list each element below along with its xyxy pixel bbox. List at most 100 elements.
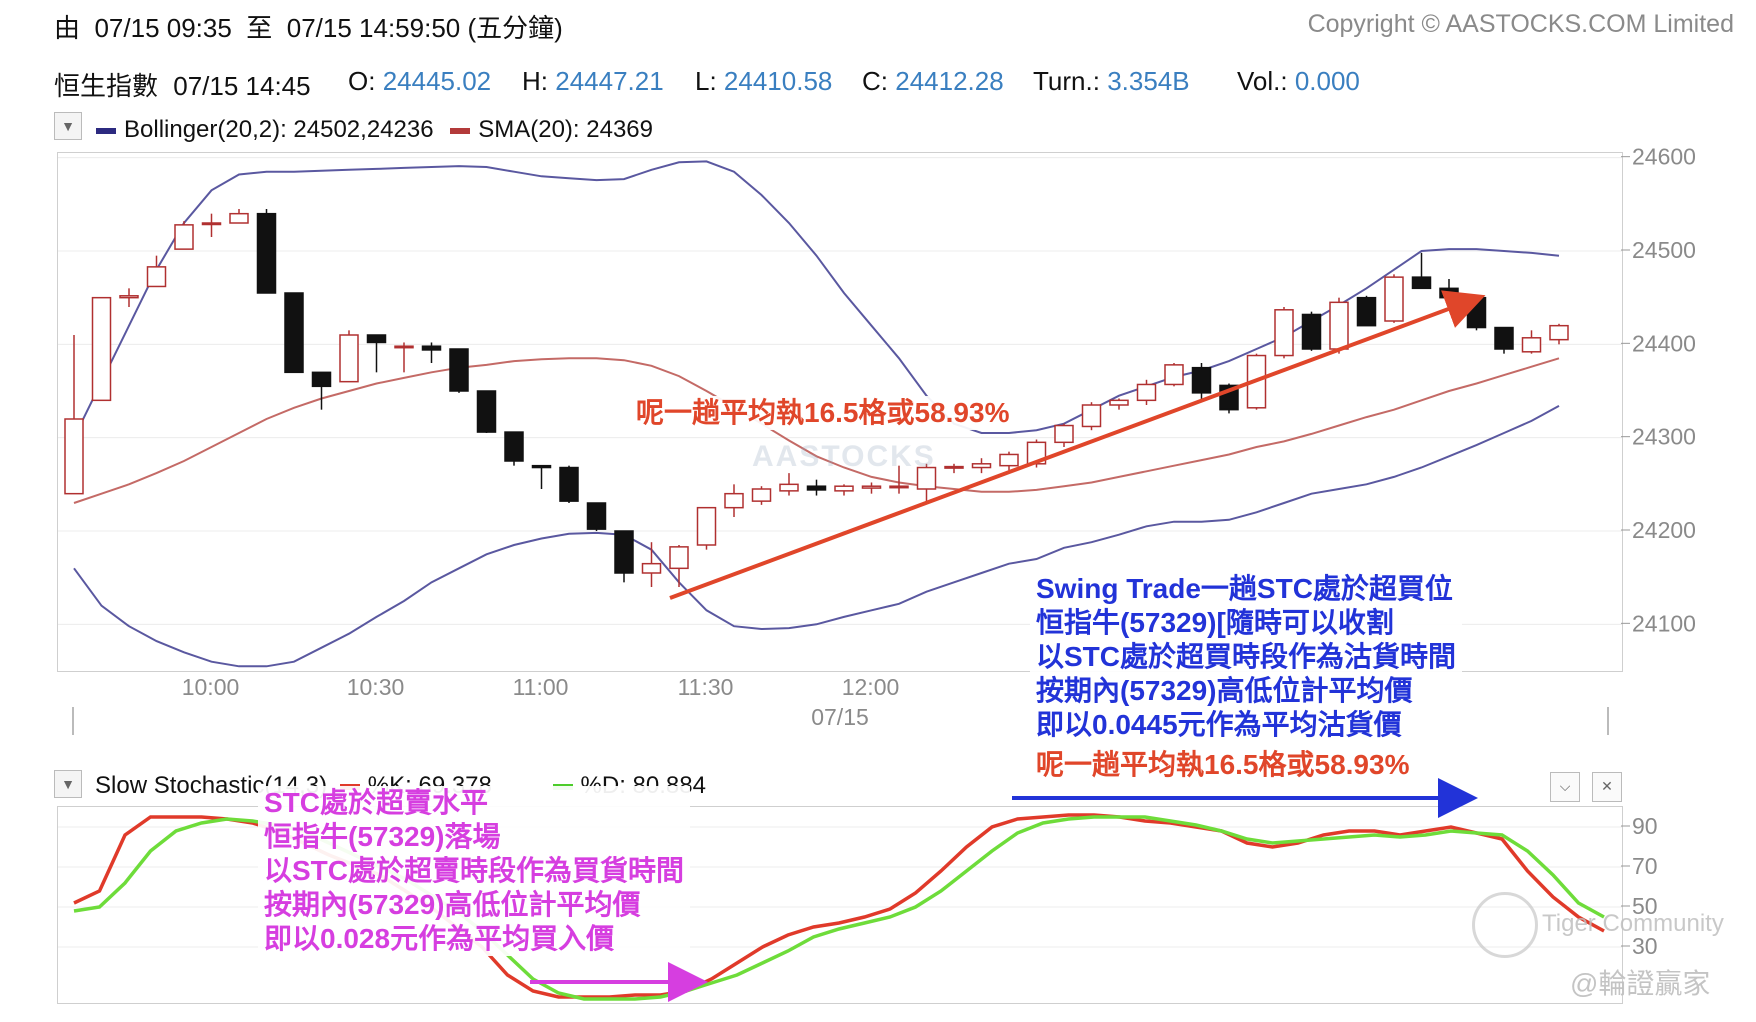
bollinger-legend: Bollinger(20,2): 24502,24236 (124, 116, 434, 143)
candle-body (1164, 364, 1184, 386)
candle-body (1494, 326, 1514, 350)
candle-body (1466, 296, 1487, 329)
x-tick-label: 12:00 (842, 674, 900, 700)
candle-body (1026, 441, 1047, 465)
candle-body (779, 483, 799, 492)
candle-body (476, 390, 497, 433)
candle-body (256, 212, 277, 294)
mid-profit-label: 呢一趟平均執16.5格或58.93% (632, 396, 1014, 430)
candle-body (366, 334, 387, 344)
candle-body (1054, 424, 1074, 444)
candle-body (394, 345, 414, 349)
stoch-close-button[interactable]: ✕ (1592, 772, 1622, 802)
candle-body (751, 488, 772, 502)
quote-bar: 恒生指數 07/15 14:45 (54, 66, 311, 103)
chevron-down-icon: ⌵ (1559, 778, 1571, 794)
candle-body (724, 492, 744, 509)
candle-body (1301, 313, 1322, 350)
candle-body (339, 334, 359, 383)
candle-body (1219, 384, 1239, 411)
x-tick-label: 10:30 (347, 674, 405, 700)
candle-body (999, 453, 1019, 467)
candle-body (806, 485, 827, 491)
quote-high: H: 24447.21 (522, 66, 664, 96)
candle-body (1439, 287, 1459, 299)
quote-time: 07/15 14:45 (173, 71, 311, 101)
candle-body (421, 345, 442, 351)
y-tick-label: 24500 (1632, 237, 1696, 263)
candle-body (1081, 404, 1102, 428)
candle-body (1136, 383, 1157, 402)
candle-body (174, 224, 194, 250)
sma-swatch (450, 127, 471, 134)
candle-body (119, 295, 139, 299)
chevron-down-icon: ▼ (61, 776, 75, 792)
stoch-y-tick-label: 90 (1632, 813, 1658, 839)
author-watermark: @輪證贏家 (1570, 968, 1711, 999)
candle-body (449, 348, 469, 392)
candle-body (1384, 276, 1404, 322)
candle-body (861, 485, 882, 489)
sell-note-line: 恒指牛(57329)[隨時可以收割 (1036, 607, 1394, 638)
stoch-y-tick-label: 70 (1632, 853, 1658, 879)
sma-legend: SMA(20): 24369 (478, 116, 653, 143)
sell-note-line: 按期內(57329)高低位計平均價 (1036, 675, 1413, 706)
sell-note-line: 以STC處於超買時段作為沽貨時間 (1036, 641, 1457, 672)
x-tick-label: 11:00 (513, 674, 569, 700)
bollinger-swatch (96, 127, 116, 134)
candle-body (229, 212, 249, 224)
candle-body (201, 222, 222, 226)
buy-note-line: 恒指牛(57329)落場 (264, 821, 501, 852)
candle-body (1274, 309, 1294, 357)
stoch-collapse-button[interactable]: ⌵ (1550, 772, 1580, 802)
buy-note-line: 按期內(57329)高低位計平均價 (264, 889, 641, 920)
quote-close: C: 24412.28 (862, 66, 1004, 96)
candle-body (64, 418, 84, 495)
sell-note-line: 即以0.0445元作為平均沽貨價 (1036, 709, 1402, 740)
aastocks-watermark: AASTOCKS (752, 440, 936, 473)
stoch-panel-menu-button[interactable]: ▼ (54, 770, 82, 798)
y-tick-label: 24100 (1632, 610, 1696, 636)
tiger-logo-icon (1472, 892, 1538, 958)
candle-body (614, 530, 634, 574)
candle-body (1191, 366, 1212, 394)
candle-body (1246, 354, 1267, 409)
date-range: 由 07/15 09:35 至 07/15 14:59:50 (五分鐘) (54, 13, 563, 43)
candle-body (531, 464, 552, 469)
candle-body (146, 266, 167, 288)
candle-body (1549, 324, 1569, 341)
candle-body (311, 371, 332, 388)
candle-body (1109, 399, 1129, 406)
candle-body (504, 431, 524, 462)
candle-body (834, 485, 854, 492)
candle-body (559, 466, 579, 502)
candle-body (641, 562, 662, 574)
x-tick-label: 10:00 (182, 674, 240, 700)
price-legend: Bollinger(20,2): 24502,24236 SMA(20): 24… (96, 116, 653, 144)
candle-body (586, 502, 607, 530)
sell-profit-label: 呢一趟平均執16.5格或58.93% (1032, 748, 1414, 782)
chevron-down-icon: ▼ (61, 118, 75, 134)
copyright: Copyright © AASTOCKS.COM Limited (1307, 10, 1734, 38)
close-icon: ✕ (1601, 778, 1613, 794)
sell-note-line: Swing Trade一趟STC處於超買位 (1036, 573, 1453, 604)
date-label: 07/15 (811, 704, 869, 730)
y-tick-label: 24200 (1632, 517, 1696, 543)
buy-note: STC處於超賣水平 恒指牛(57329)落場 以STC處於超賣時段作為買貨時間 … (258, 786, 691, 956)
quote-turnover: Turn.: 3.354B (1033, 66, 1190, 96)
quote-low: L: 24410.58 (695, 66, 833, 96)
candle-body (669, 546, 689, 570)
buy-note-line: 即以0.028元作為平均買入價 (264, 923, 615, 954)
candle-body (889, 485, 909, 489)
y-tick-label: 24300 (1632, 424, 1696, 450)
candle-body (1356, 296, 1377, 327)
index-name: 恒生指數 (54, 71, 159, 101)
candle-body (1521, 337, 1542, 353)
x-tick-label: 11:30 (678, 674, 734, 700)
y-tick-label: 24400 (1632, 330, 1696, 356)
price-panel-menu-button[interactable]: ▼ (54, 112, 82, 140)
candle-body (944, 465, 964, 469)
tiger-watermark: Tiger Community (1542, 910, 1724, 937)
y-tick-label: 24600 (1632, 144, 1696, 170)
candle-body (1329, 301, 1349, 350)
